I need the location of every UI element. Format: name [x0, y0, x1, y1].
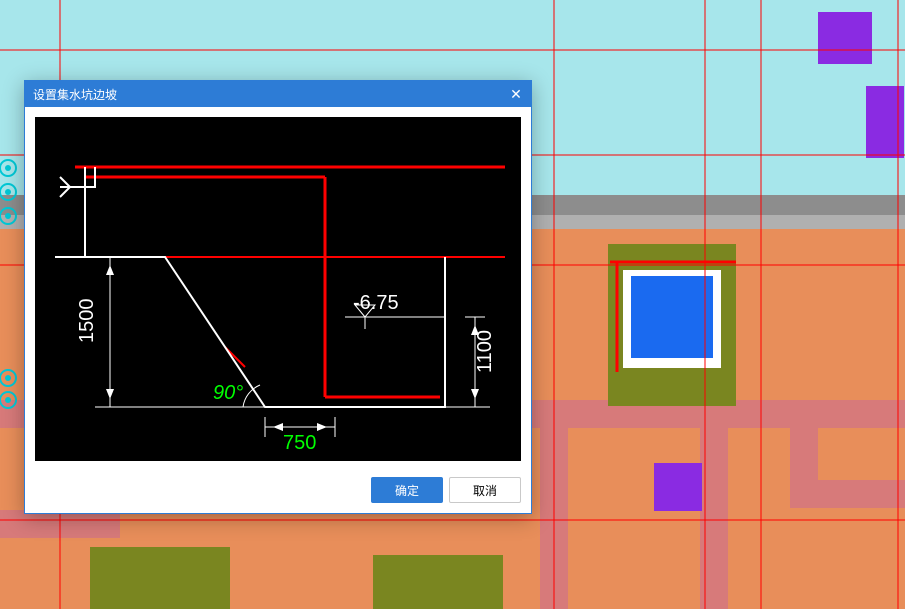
svg-text:1500: 1500	[76, 299, 98, 344]
dialog-titlebar[interactable]: 设置集水坑边坡 ✕	[25, 81, 531, 107]
section-diagram: 1500 750 90° -6.75 1100	[35, 117, 521, 461]
svg-text:90°: 90°	[213, 382, 243, 404]
svg-text:750: 750	[283, 432, 316, 454]
svg-text:1100: 1100	[474, 330, 496, 373]
ok-button[interactable]: 确定	[371, 477, 443, 503]
close-icon[interactable]: ✕	[501, 81, 531, 107]
svg-text:-6.75: -6.75	[353, 292, 399, 314]
section-diagram-svg: 1500 750 90° -6.75 1100	[35, 117, 521, 461]
dialog-title: 设置集水坑边坡	[33, 86, 117, 103]
cancel-button[interactable]: 取消	[449, 477, 521, 503]
sump-slope-dialog: 设置集水坑边坡 ✕ 1500 750 90° -6.75 1100 确定 取消	[24, 80, 532, 514]
dialog-button-row: 确定 取消	[25, 471, 531, 513]
